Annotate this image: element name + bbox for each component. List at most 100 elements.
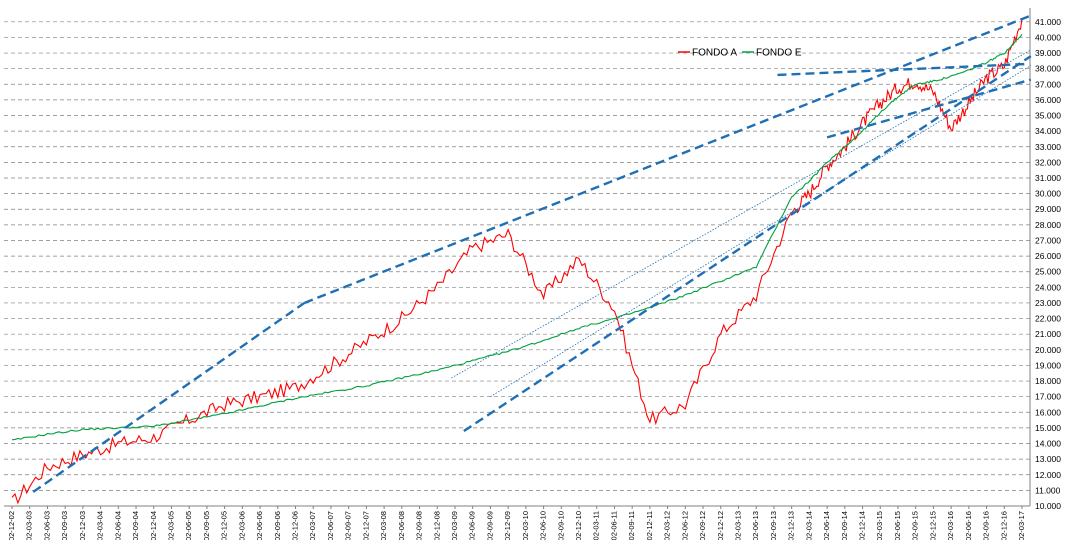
y-tick-label: 39.000: [1035, 48, 1061, 58]
x-tick-label: 02-03-07: [308, 511, 317, 540]
y-tick-label: 11.000: [1035, 485, 1061, 495]
x-tick-label: 02-03-17: [1017, 511, 1026, 540]
x-tick-label: 02-03-03: [25, 511, 34, 540]
legend-label-fondo-a: FONDO A: [692, 48, 737, 59]
x-tick-label: 02-06-08: [397, 511, 406, 540]
y-tick-label: 41.000: [1035, 17, 1061, 27]
x-tick-label: 02-03-13: [733, 511, 742, 540]
x-tick-label: 02-12-08: [432, 511, 441, 540]
y-tick-label: 31.000: [1035, 173, 1061, 183]
x-tick-label: 02-06-14: [822, 511, 831, 540]
x-tick-label: 02-06-06: [255, 511, 264, 540]
x-tick-label: 02-06-13: [751, 511, 760, 540]
x-tick-label: 02-09-03: [60, 511, 69, 540]
x-axis: 02-12-02 02-03-03 02-06-03 02-09-03 02-12-03…: [7, 506, 1026, 541]
y-tick-label: 23.000: [1035, 298, 1061, 308]
y-tick-label: 36.000: [1035, 95, 1061, 105]
trendline-channel: [303, 14, 1032, 305]
x-tick-label: 02-06-12: [680, 511, 689, 540]
x-tick-label: 02-12-09: [503, 511, 512, 540]
y-axis: 10.000 11.000 12.000 13.000 14.000 15.000 16.0…: [1035, 17, 1061, 511]
y-tick-label: 28.000: [1035, 220, 1061, 230]
x-tick-label: 02-06-15: [893, 511, 902, 540]
x-tick-label: 02-12-06: [291, 511, 300, 540]
series-line-fondo-e: [11, 33, 1023, 441]
series-line-fondo-a: [11, 18, 1023, 505]
x-tick-label: 02-09-13: [769, 511, 778, 540]
x-tick-label: 02-12-04: [149, 511, 158, 540]
x-tick-label: 02-03-11: [592, 511, 601, 540]
y-tick-label: 22.000: [1035, 314, 1061, 324]
trendline-channel: [32, 301, 306, 493]
legend-label-fondo-e: FONDO E: [756, 48, 802, 59]
legend: FONDO A FONDO E: [678, 48, 802, 59]
x-tick-label: 02-06-11: [609, 511, 618, 540]
x-tick-label: 02-09-06: [273, 511, 282, 540]
y-tick-label: 13.000: [1035, 454, 1061, 464]
y-tick-label: 40.000: [1035, 32, 1061, 42]
x-tick-label: 02-06-03: [42, 511, 51, 540]
x-tick-label: 02-03-08: [379, 511, 388, 540]
x-tick-label: 02-09-11: [627, 511, 636, 540]
series-lines: [11, 18, 1023, 505]
x-tick-label: 02-09-15: [911, 511, 920, 540]
x-tick-label: 02-06-10: [539, 511, 548, 540]
y-tick-label: 37.000: [1035, 79, 1061, 89]
y-tick-label: 26.000: [1035, 251, 1061, 261]
x-tick-label: 02-06-09: [468, 511, 477, 540]
x-tick-label: 02-09-04: [131, 511, 140, 540]
x-tick-label: 02-03-12: [663, 511, 672, 540]
x-tick-label: 02-09-08: [415, 511, 424, 540]
y-tick-label: 20.000: [1035, 345, 1061, 355]
x-tick-label: 02-06-07: [326, 511, 335, 540]
x-tick-label: 02-03-16: [946, 511, 955, 540]
x-tick-label: 02-09-12: [698, 511, 707, 540]
trendlines: [32, 14, 1032, 493]
x-tick-label: 02-12-16: [999, 511, 1008, 540]
y-tick-label: 17.000: [1035, 392, 1061, 402]
x-tick-label: 02-12-13: [787, 511, 796, 540]
x-tick-label: 02-03-04: [96, 511, 105, 540]
x-tick-label: 02-03-15: [875, 511, 884, 540]
x-tick-label: 02-12-03: [78, 511, 87, 540]
x-tick-label: 02-09-16: [982, 511, 991, 540]
y-tick-label: 35.000: [1035, 111, 1061, 121]
x-tick-label: 02-12-02: [7, 511, 16, 540]
x-tick-label: 02-09-05: [202, 511, 211, 540]
y-tick-label: 30.000: [1035, 189, 1061, 199]
trendline-midline: [451, 49, 1032, 379]
x-tick-label: 02-03-14: [804, 511, 813, 540]
y-tick-label: 34.000: [1035, 126, 1061, 136]
trendline-channel: [826, 78, 1032, 139]
x-tick-label: 02-09-14: [840, 511, 849, 540]
y-tick-label: 21.000: [1035, 329, 1061, 339]
y-tick-label: 32.000: [1035, 157, 1061, 167]
x-tick-label: 02-12-05: [220, 511, 229, 540]
y-tick-label: 12.000: [1035, 470, 1061, 480]
x-tick-label: 02-03-06: [237, 511, 246, 540]
y-tick-label: 10.000: [1035, 501, 1061, 511]
x-tick-label: 02-12-12: [716, 511, 725, 540]
gridlines: [4, 8, 1031, 507]
trendline-channel: [463, 55, 1032, 433]
x-tick-label: 02-09-10: [556, 511, 565, 540]
x-tick-label: 02-03-05: [166, 511, 175, 540]
x-tick-label: 02-12-14: [858, 511, 867, 540]
y-tick-label: 25.000: [1035, 267, 1061, 277]
y-tick-label: 18.000: [1035, 376, 1061, 386]
y-tick-label: 33.000: [1035, 142, 1061, 152]
y-tick-label: 19.000: [1035, 360, 1061, 370]
y-tick-label: 15.000: [1035, 423, 1061, 433]
x-tick-label: 02-12-15: [928, 511, 937, 540]
y-tick-label: 24.000: [1035, 282, 1061, 292]
x-tick-label: 02-03-10: [521, 511, 530, 540]
y-tick-label: 16.000: [1035, 407, 1061, 417]
x-tick-label: 02-12-10: [574, 511, 583, 540]
x-tick-label: 02-06-04: [113, 511, 122, 540]
trendline-midline: [490, 65, 1032, 398]
x-tick-label: 02-09-09: [485, 511, 494, 540]
x-tick-label: 02-06-16: [964, 511, 973, 540]
x-tick-label: 02-06-05: [184, 511, 193, 540]
